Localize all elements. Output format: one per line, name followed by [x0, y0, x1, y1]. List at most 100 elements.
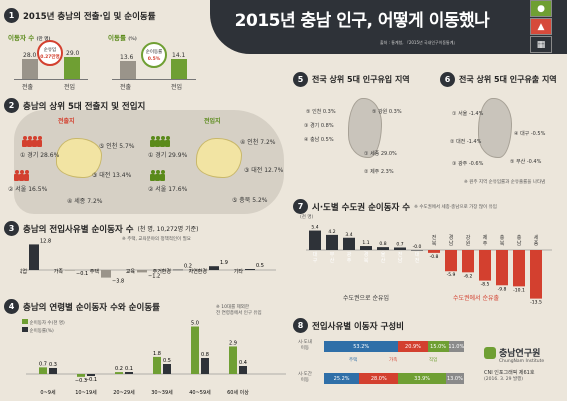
sec7-bar: [309, 230, 321, 250]
out-item-2: ② 서울 16.5%: [8, 186, 48, 193]
sec4-rate-bar: [239, 366, 247, 374]
sec7-value-label: 0.8: [379, 241, 386, 247]
person-icon: [32, 136, 37, 147]
sec7-category-label: 세: [534, 234, 539, 241]
count-badge-title: 순유입: [43, 48, 57, 53]
sec7-bar: [530, 250, 542, 299]
publish-date: (2016. 3. 29 발행): [484, 377, 523, 382]
sec4-title-text: 충남의 연령별 순이동자 수와 순이동률: [23, 302, 160, 313]
stack-row-1: 53.2% 20.9% 15.0% 11.0%: [324, 341, 464, 352]
sec8-number: 8: [293, 318, 308, 333]
sec4-rate-label: 0.3: [49, 362, 57, 368]
sec3-category-label: 가족: [54, 268, 64, 275]
count-in-label: 전입: [64, 84, 76, 91]
person-icon: [160, 170, 165, 181]
stack-segment: 13.0%: [445, 373, 464, 384]
sec7-value-label: -0.0: [413, 244, 422, 250]
sec7-category-label: 산: [330, 257, 335, 264]
out-map-label: 전출지: [58, 118, 75, 125]
count-badge: 순유입 0.27만명: [37, 40, 63, 66]
sec1-title: 1 2015년 충남의 전출·입 및 순이동률: [4, 8, 156, 23]
sec3-bar: [101, 270, 111, 278]
page-title: 2015년 충남 인구, 어떻게 이동했나: [234, 11, 490, 31]
sec4-rate-label: 0.1: [125, 366, 133, 372]
row1-label-b: 이동: [300, 346, 310, 351]
person-icon: [27, 136, 32, 147]
sec3-title-text: 충남의 전입사유별 순이동자 수: [23, 224, 134, 235]
inflow-item-2: ② 제주 2.3%: [364, 169, 394, 175]
sec6-number: 6: [440, 72, 455, 87]
sec7-value-label: -10.1: [513, 287, 525, 293]
out-map: [56, 138, 102, 178]
sec7-bar: [496, 250, 508, 286]
row1-label: 시·도내 이동: [298, 340, 312, 352]
in-item-5: ⑤ 충북 5.2%: [232, 197, 268, 204]
sec4-category-label: 60세 이상: [227, 389, 249, 396]
chart-icon[interactable]: ▲: [530, 18, 552, 35]
sec3-bar: [245, 269, 255, 270]
sec7-bar: [343, 237, 355, 250]
sec3-value-label: −1.2: [148, 273, 160, 279]
sec7-category-label: 북: [364, 258, 369, 264]
sec7-negative-label: 수도권에서 순유출: [453, 294, 500, 302]
in-item-2: ② 서울 17.6%: [148, 186, 188, 193]
inflow-item-3: ③ 경기 0.8%: [304, 123, 334, 129]
sec7-chart-svg: 대구5.4부산4.2광주3.4경북1.1울산0.8전남0.7대전-0.0전북-0…: [306, 225, 552, 306]
person-icon: [19, 170, 24, 181]
sec3-bar: [65, 270, 75, 271]
sec7-category-label: 남: [517, 240, 522, 247]
legend-job: 직업: [429, 358, 438, 363]
sec8-title: 8 전입사유별 이동자 구성비: [293, 318, 404, 333]
sec4-rate-label: −0.1: [85, 377, 97, 383]
sec7-value-label: -5.9: [447, 272, 456, 278]
sec7-category-label: 전: [398, 251, 403, 258]
sec7-category-label: 광: [347, 251, 352, 258]
sec3-value-label: −0.1: [76, 271, 88, 277]
sec4-category-label: 30~39세: [151, 389, 173, 396]
out-item-1: ① 경기 28.6%: [20, 152, 60, 159]
sec7-category-label: 부: [330, 252, 335, 258]
rate-badge: 순이동률 0.5%: [141, 42, 167, 68]
sec7-value-label: -8.5: [481, 282, 490, 288]
sec3-title-suffix: (천 명, 10,272명 기준): [137, 226, 199, 233]
count-in-value: 29.0: [66, 50, 80, 57]
person-icon[interactable]: ●: [530, 0, 552, 17]
sec3-title: 3 충남의 전입사유별 순이동자 수 (천 명, 10,272명 기준): [4, 221, 198, 236]
footer: 충남연구원 ChungNam Institute CNI 인포그래픽 제61호 …: [484, 346, 564, 382]
sec4-count-label: 1.8: [153, 351, 161, 357]
count-out-bar: [22, 59, 38, 79]
in-item-1: ① 경기 29.9%: [148, 152, 188, 159]
out-item-4: ④ 세종 7.2%: [67, 198, 103, 205]
rate-in-bar: [171, 59, 187, 79]
sec8-title-text: 전입사유별 이동자 구성비: [312, 321, 404, 332]
sec4-note-b: 전 연령층에서 인구 유입: [216, 311, 262, 316]
source-note: 출처 : 통계청, 『2015년 국내인구이동통계』: [380, 40, 458, 45]
sec3-category-label: 직업: [20, 268, 27, 275]
sec7-category-label: 대: [313, 251, 318, 258]
sec7-category-label: 강: [466, 234, 471, 241]
sec7-value-label: 5.4: [311, 225, 318, 231]
sec7-number: 7: [293, 199, 308, 214]
sec4-note-a: ※ 10대를 제외한: [216, 305, 250, 310]
sec3-category-label: 자연환경: [189, 268, 207, 275]
sec6-title: 6 전국 상위 5대 인구유출 지역: [440, 72, 557, 87]
sec7-category-label: 구: [313, 258, 318, 264]
sec4-category-label: 20~29세: [113, 389, 135, 396]
outflow-item-5: ⑤ 부산 -0.4%: [510, 159, 542, 165]
outflow-item-4: ④ 대구 -0.5%: [514, 131, 546, 137]
person-icon: [14, 170, 19, 181]
sec1-count-block: 이동자 수 (만 명) 28.0 29.0 전출 전입 순유입 0.27만명: [8, 32, 103, 94]
sec4-count-bar: [153, 356, 161, 374]
in-people-icons: [150, 136, 170, 147]
out-item-5: ⑤ 인천 5.7%: [99, 143, 135, 150]
person-icon: [150, 170, 155, 181]
building-icon[interactable]: ▦: [530, 36, 552, 53]
rate-in-value: 14.1: [172, 52, 186, 59]
sec7-bar: [411, 250, 423, 251]
rate-out-value: 13.6: [120, 54, 134, 61]
in-item-4: ④ 인천 7.2%: [240, 139, 276, 146]
inflow-item-5: ⑤ 인천 0.3%: [306, 109, 336, 115]
sec3-value-label: 12.8: [40, 238, 51, 244]
sec5-number: 5: [293, 72, 308, 87]
